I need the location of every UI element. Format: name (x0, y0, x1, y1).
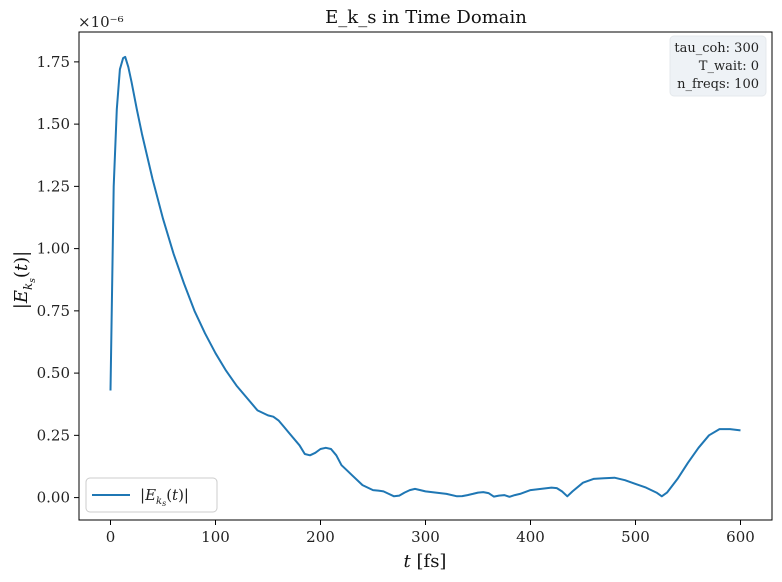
info-box: tau_coh: 300 T_wait: 0 n_freqs: 100 (669, 35, 767, 97)
x-tick-label: 600 (726, 528, 755, 546)
y-multiplier-label: ×10⁻⁶ (78, 13, 124, 31)
y-tick-label: 1.50 (37, 115, 70, 133)
info-box-line: tau_coh: 300 (674, 41, 759, 56)
y-tick-label: 1.75 (37, 53, 70, 71)
y-tick-label: 1.25 (37, 177, 70, 195)
chart-title: E_k_s in Time Domain (325, 7, 527, 28)
legend-frame (85, 477, 218, 513)
y-tick-label: 0.50 (37, 364, 70, 382)
x-tick-label: 400 (516, 528, 545, 546)
plot-area (109, 55, 741, 498)
x-tick-label: 100 (201, 528, 230, 546)
x-tick-label: 500 (621, 528, 650, 546)
y-tick-label: 0.75 (37, 302, 70, 320)
y-tick-label: 0.00 (37, 489, 70, 507)
y-axis-label: |Eks(t)| (11, 251, 38, 309)
legend-label: |Eks(t)| (140, 486, 189, 508)
legend: |Eks(t)| (85, 477, 218, 513)
x-tick-label: 0 (106, 528, 116, 546)
x-axis: 0 100 200 300 400 500 600 (106, 520, 755, 546)
x-tick-label: 200 (306, 528, 335, 546)
x-axis-label: t [fs] (404, 551, 447, 572)
x-tick-label: 300 (411, 528, 440, 546)
series-line (109, 55, 741, 498)
info-box-line: n_freqs: 100 (677, 77, 759, 92)
y-axis: 0.00 0.25 0.50 0.75 1.00 1.25 1.50 1.75 (37, 53, 79, 507)
y-tick-label: 0.25 (37, 426, 70, 444)
info-box-line: T_wait: 0 (699, 59, 759, 74)
y-tick-label: 1.00 (37, 240, 70, 258)
info-box-frame (669, 35, 767, 97)
